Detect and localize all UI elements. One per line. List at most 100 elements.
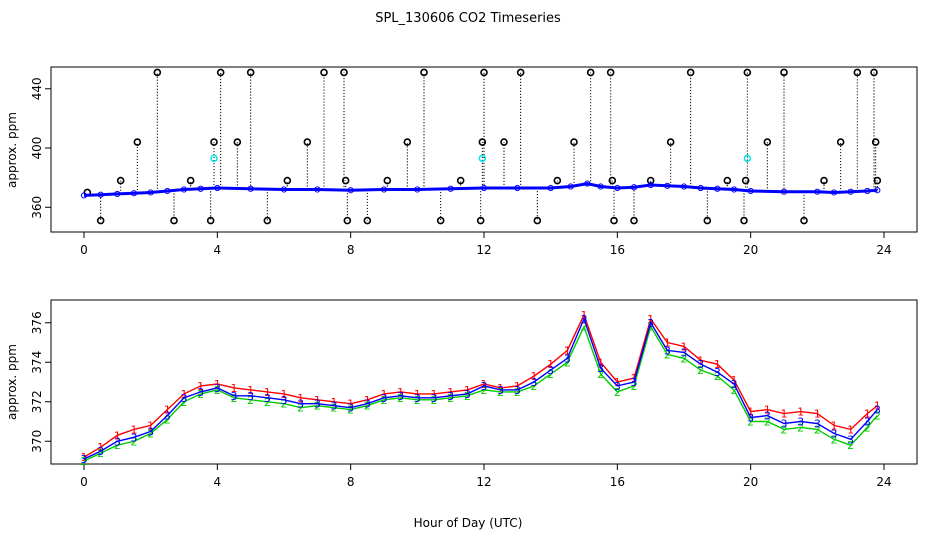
channel-2-label: 2 (464, 390, 471, 403)
channel-1-label: 1 (581, 309, 588, 322)
range-marker-point (476, 216, 485, 225)
channel-3-label: 3 (814, 417, 821, 430)
channel-1-label: 1 (631, 372, 638, 385)
channel-1-label: 1 (814, 408, 821, 421)
bottom-x-tick-label: 20 (743, 475, 758, 489)
co2-series-point (180, 186, 188, 193)
panel-top-ylabel: approx. ppm (5, 112, 19, 188)
channel-3-label: 3 (631, 376, 638, 389)
range-marker-point (743, 68, 752, 77)
channel-1-label: 1 (697, 354, 704, 367)
channel-2-label: 2 (447, 392, 454, 405)
channel-3-label: 3 (864, 416, 871, 429)
top-y-tick-label: 400 (30, 137, 44, 160)
channel-3-label: 3 (531, 376, 538, 389)
channel-2-label: 2 (164, 414, 171, 427)
panel-top-axes: 0 4 8 12 16 20 24 360 400 440 (30, 77, 892, 257)
channel-2-label: 2 (664, 348, 671, 361)
channel-1-label: 1 (497, 382, 504, 395)
channel-3-label: 3 (647, 317, 654, 330)
top-x-tick-label: 0 (80, 243, 88, 257)
range-marker-point (853, 68, 862, 77)
channel-1-label: 1 (131, 423, 138, 436)
range-marker-point (836, 138, 845, 146)
channel-3-label: 3 (781, 417, 788, 430)
channel-3-label: 3 (131, 431, 138, 444)
channel-1-label: 1 (464, 384, 471, 397)
range-marker-point (246, 68, 255, 77)
top-x-tick-label: 4 (214, 243, 222, 257)
channel-1-label: 1 (614, 376, 621, 389)
channel-2-label: 2 (547, 368, 554, 381)
channel-3-label: 3 (481, 380, 488, 393)
channel-3-label: 3 (264, 392, 271, 405)
channel-3-label: 3 (514, 384, 521, 397)
co2-series-point (730, 186, 738, 193)
channel-2-label: 2 (247, 394, 254, 407)
channel-1-label: 1 (831, 419, 838, 432)
co2-series-point (647, 181, 654, 189)
range-marker-point (133, 138, 142, 146)
channel-2-label: 2 (347, 404, 354, 417)
co2-series-point (80, 192, 88, 199)
channel-1-label: 1 (431, 388, 438, 401)
channel-2-label: 2 (314, 400, 321, 413)
co2-series-point (114, 190, 121, 198)
co2-series-point (780, 188, 788, 195)
co2-series-point (830, 189, 838, 196)
co2-series-point (280, 186, 288, 193)
channel-2-label: 2 (697, 364, 704, 377)
channel-1-label: 1 (597, 356, 604, 369)
channel-3-label: 3 (414, 392, 421, 405)
co2-series-point (630, 184, 638, 191)
channel-2-label: 2 (847, 439, 854, 452)
co2-series-line (83, 182, 878, 197)
channel-3-label: 3 (281, 394, 288, 407)
range-marker-point (610, 216, 618, 225)
channel-2-label: 2 (731, 384, 738, 397)
range-marker-point (456, 176, 465, 185)
range-marker-point (206, 216, 215, 225)
channel-2-label: 2 (747, 416, 754, 429)
range-marker-point (420, 68, 428, 77)
channel-3-label: 3 (597, 362, 604, 375)
channel-1-label: 1 (314, 394, 321, 407)
bottom-x-tick-label: 16 (610, 475, 625, 489)
channel-3-label: 3 (231, 390, 238, 403)
channel-3-label: 3 (747, 412, 754, 425)
channel-3-label: 3 (797, 416, 804, 429)
channel-3-label: 3 (314, 398, 321, 411)
range-marker-point (320, 68, 328, 77)
bottom-x-tick-label: 8 (347, 475, 355, 489)
co2-series-point (597, 183, 604, 190)
channel-2-label: 2 (497, 386, 504, 399)
range-marker-point (608, 176, 617, 185)
channel-1-label: 1 (797, 406, 804, 419)
channel-3-label: 3 (874, 404, 881, 417)
channel-1-label: 1 (764, 404, 771, 417)
channel-1-label: 1 (114, 429, 121, 442)
channel-1-label: 1 (281, 388, 288, 401)
range-marker-point (303, 138, 312, 146)
channel-2-label: 2 (81, 455, 88, 468)
top-x-tick-label: 16 (610, 243, 625, 257)
range-marker-point (480, 68, 488, 77)
channel-2-label: 2 (197, 388, 204, 401)
range-marker-point (343, 216, 352, 225)
channel-1-label: 1 (647, 313, 654, 326)
channel-2-label: 2 (831, 433, 838, 446)
channel-1-line (83, 313, 878, 458)
co2-series-point (447, 185, 454, 192)
range-marker-point (533, 216, 542, 225)
range-marker-point (340, 68, 348, 77)
channel-3-label: 3 (764, 410, 771, 423)
range-marker-point (586, 68, 595, 77)
channel-3-label: 3 (697, 358, 704, 371)
range-marker-point (516, 68, 525, 77)
range-marker-point (666, 138, 675, 146)
channel-2-label: 2 (764, 416, 771, 429)
channel-1-label: 1 (331, 396, 338, 409)
